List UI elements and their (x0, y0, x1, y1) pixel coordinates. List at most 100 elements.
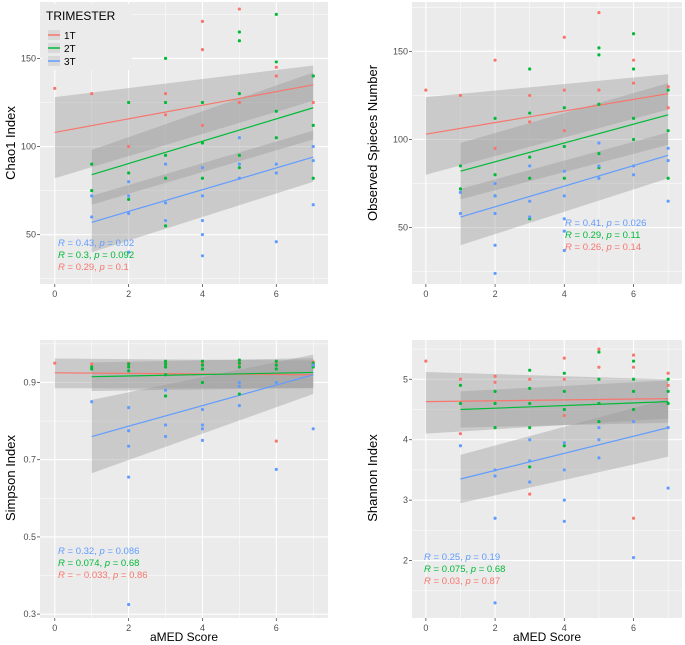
point-2t (274, 12, 278, 16)
point-3t (90, 194, 94, 198)
panel-observed-species: 0 2 4 6 50 100 150 Observed Spieces Number R … (365, 2, 682, 299)
point-3t (493, 181, 497, 186)
legend-item-1t: 1T (48, 30, 76, 42)
point-3t (200, 423, 205, 427)
point-1t (163, 113, 168, 117)
point-2t (493, 389, 497, 393)
point-2t (237, 39, 241, 43)
x-tick-labels: 0 2 4 6 (423, 618, 636, 633)
point-2t (237, 92, 241, 96)
legend: TRIMESTER 1T 2T 3T (42, 4, 132, 70)
y-tick-label: 150 (393, 46, 408, 56)
point-3t (528, 459, 532, 463)
point-3t (200, 407, 205, 412)
point-1t (200, 123, 205, 127)
point-2t (200, 380, 205, 385)
point-2t (493, 401, 497, 406)
point-2t (597, 350, 601, 354)
confidence-bands (54, 65, 314, 253)
point-1t (666, 106, 670, 110)
stat-3t: R = 0.25, p = 0.19 (424, 552, 500, 563)
point-2t (274, 367, 278, 371)
correlation-stats: R = 0.25, p = 0.19 R = 0.075, p = 0.68 R… (424, 552, 505, 587)
x-tick-label: 6 (274, 289, 279, 299)
point-2t (528, 176, 532, 180)
point-3t (127, 444, 131, 448)
point-2t (200, 359, 205, 363)
point-2t (631, 32, 636, 36)
y-tick-label: 0.5 (23, 532, 36, 542)
point-3t (237, 176, 241, 180)
point-3t (200, 218, 205, 223)
point-1t (458, 93, 463, 98)
point-3t (597, 456, 601, 460)
point-1t (90, 92, 94, 96)
x-tick-label: 4 (562, 289, 567, 299)
point-3t (458, 211, 463, 216)
point-2t (163, 373, 168, 377)
point-1t (424, 88, 428, 92)
point-1t (200, 19, 205, 23)
x-tick-labels: 0 2 4 6 (52, 284, 279, 299)
point-2t (90, 188, 94, 193)
fit-line-1t (54, 84, 314, 134)
panel-chao1: 0 2 4 6 50 100 150 Chao1 Index R = 0.43, p = … (3, 2, 328, 299)
point-2t (458, 401, 463, 406)
point-2t (597, 151, 601, 156)
x-tick-label: 6 (631, 289, 636, 299)
point-2t (666, 389, 670, 393)
point-3t (528, 480, 532, 484)
x-tick-label: 4 (200, 289, 205, 299)
stat-1t: R = 0.26, p = 0.14 (565, 242, 641, 253)
point-3t (127, 211, 131, 216)
point-3t (311, 363, 315, 367)
point-1t (424, 359, 428, 363)
point-2t (200, 100, 205, 105)
point-1t (562, 356, 566, 360)
point-1t (631, 81, 636, 85)
point-1t (237, 7, 241, 11)
point-2t (631, 67, 636, 71)
point-2t (528, 401, 532, 406)
point-3t (237, 380, 241, 385)
confidence-band-2t (460, 380, 669, 428)
point-1t (631, 365, 636, 369)
point-1t (562, 35, 566, 39)
point-1t (631, 516, 636, 520)
point-2t (163, 365, 168, 369)
point-3t (200, 254, 205, 258)
point-2t (163, 176, 168, 180)
point-1t (90, 362, 94, 366)
point-2t (528, 111, 532, 115)
point-2t (666, 377, 670, 381)
point-1t (666, 85, 670, 89)
legend-title: TRIMESTER (46, 9, 116, 23)
point-3t (311, 203, 315, 207)
point-2t (528, 426, 532, 430)
point-3t (493, 211, 497, 216)
point-2t (237, 166, 241, 170)
x-tick-label: 2 (493, 623, 498, 633)
confidence-bands (425, 372, 669, 504)
point-3t (90, 400, 94, 404)
grid-lines (412, 2, 682, 284)
point-3t (274, 171, 278, 175)
point-3t (311, 427, 315, 431)
y-tick-label: 5 (403, 374, 408, 384)
point-2t (237, 361, 241, 365)
point-3t (528, 199, 532, 203)
point-2t (528, 368, 532, 372)
stat-3t: R = 0.41, p = 0.026 (565, 218, 646, 229)
stat-2t: R = 0.075, p = 0.68 (424, 564, 505, 575)
point-2t (493, 173, 497, 177)
fit-line-2t (91, 107, 314, 176)
panel-simpson: 0 2 4 6 0.3 0.5 0.7 0.9 Simpson Index aMED Sco… (3, 340, 328, 644)
point-2t (237, 392, 241, 396)
point-2t (597, 53, 601, 57)
point-1t (597, 88, 601, 92)
x-tick-label: 2 (126, 623, 131, 633)
point-3t (200, 427, 205, 431)
y-axis-label: Observed Spieces Number (365, 64, 380, 221)
scatter-points (424, 347, 670, 605)
